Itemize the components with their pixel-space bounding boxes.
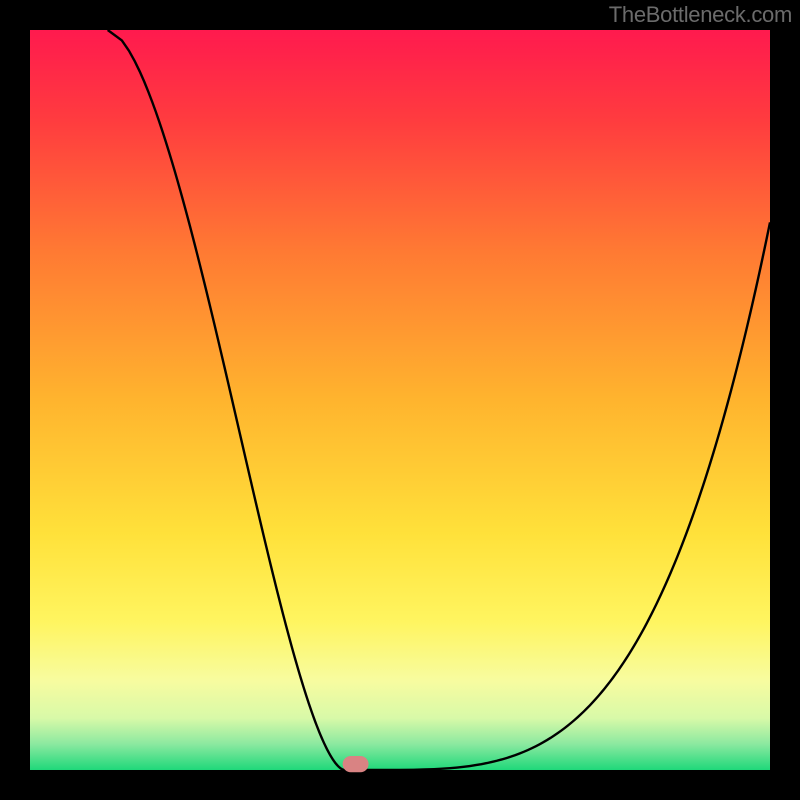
- bottleneck-chart: [0, 0, 800, 800]
- chart-container: TheBottleneck.com: [0, 0, 800, 800]
- watermark-text: TheBottleneck.com: [609, 2, 792, 28]
- valley-marker: [343, 756, 369, 772]
